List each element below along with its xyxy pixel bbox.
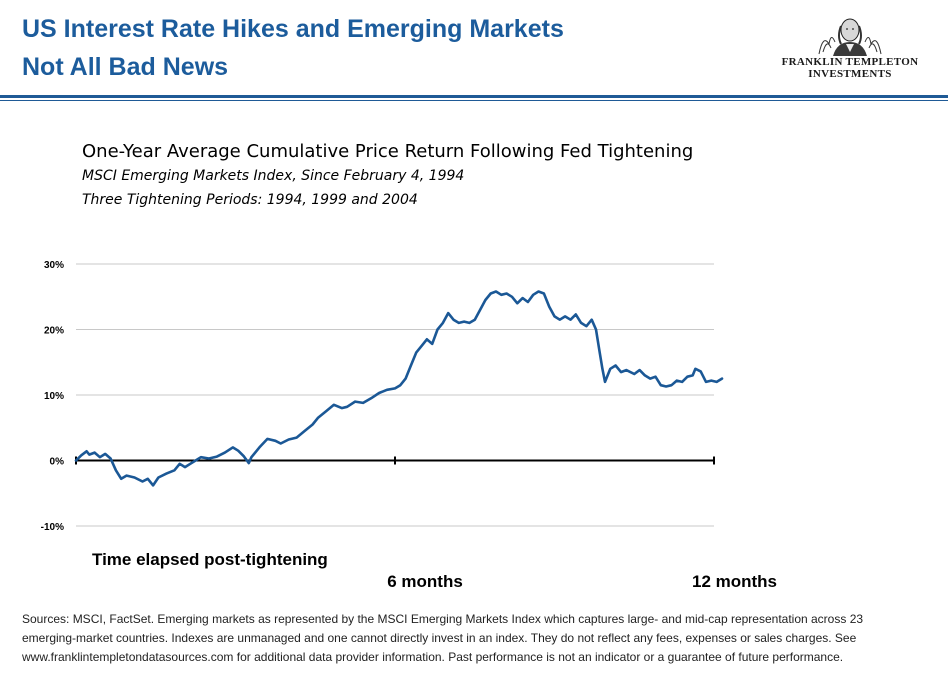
page-subtitle: Not All Bad News (22, 53, 229, 81)
y-tick-label: -10% (41, 522, 64, 533)
title-block: US Interest Rate Hikes and Emerging Mark… (22, 10, 564, 86)
header-rule-thin (0, 100, 948, 101)
page-title: US Interest Rate Hikes and Emerging Mark… (22, 15, 564, 43)
x-tick-label: 12 months (692, 572, 778, 591)
logo-text-line1: FRANKLIN TEMPLETON (781, 56, 919, 68)
chart-subtitle-2: Three Tightening Periods: 1994, 1999 and… (82, 192, 418, 208)
y-tick-label: 20% (44, 326, 64, 337)
sources-footnote: Sources: MSCI, FactSet. Emerging markets… (22, 612, 864, 664)
x-tick-label: 6 months (387, 572, 463, 591)
logo-text-line2: INVESTMENTS (808, 68, 892, 80)
header-rule-thick (0, 95, 948, 98)
chart-subtitle-1: MSCI Emerging Markets Index, Since Febru… (82, 168, 465, 184)
y-tick-label: 10% (44, 391, 64, 402)
y-tick-label: 0% (50, 457, 65, 468)
chart-title: One-Year Average Cumulative Price Return… (82, 141, 694, 162)
line-chart: -10% 0% 10% 20% 30% (41, 260, 724, 533)
series-line (74, 290, 724, 487)
y-tick-label: 30% (44, 260, 64, 271)
benjamin-franklin-portrait-icon (818, 18, 882, 56)
x-axis-title: Time elapsed post-tightening (92, 550, 328, 569)
franklin-templeton-logo: FRANKLIN TEMPLETON INVESTMENTS (780, 14, 920, 84)
